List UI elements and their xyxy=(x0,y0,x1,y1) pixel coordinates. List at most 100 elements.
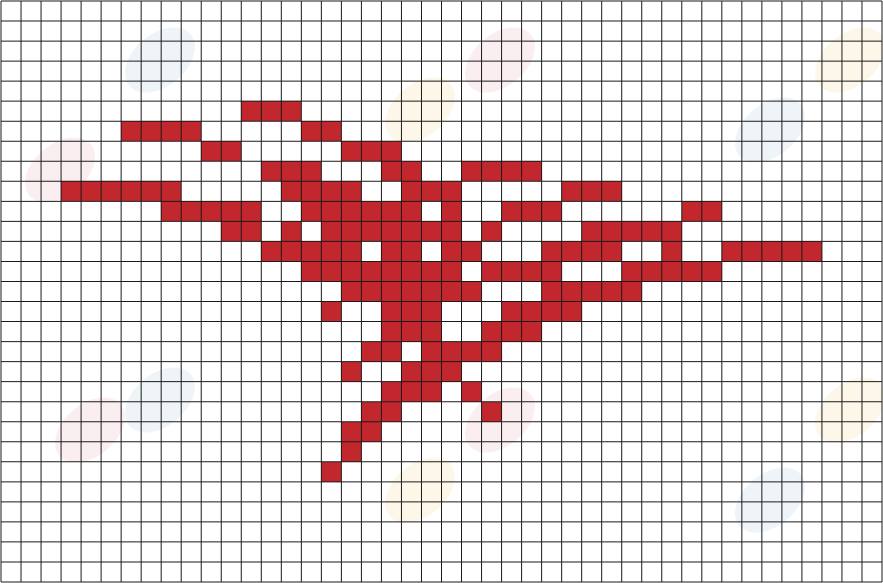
watermark-blob xyxy=(55,397,125,463)
filled-cell xyxy=(261,101,282,122)
filled-cell xyxy=(121,181,142,202)
filled-cell xyxy=(601,241,622,262)
filled-cell xyxy=(401,221,422,242)
filled-cell xyxy=(501,261,522,282)
filled-cell xyxy=(301,261,322,282)
filled-cell xyxy=(281,241,302,262)
filled-cell xyxy=(601,181,622,202)
filled-cell xyxy=(401,201,422,222)
filled-cell xyxy=(281,181,302,202)
filled-cell xyxy=(101,181,122,202)
filled-cell xyxy=(381,381,402,402)
filled-cell xyxy=(441,181,462,202)
filled-cell xyxy=(381,241,402,262)
filled-cell xyxy=(441,201,462,222)
filled-cell xyxy=(361,261,382,282)
filled-cell xyxy=(321,461,342,482)
watermark-blob xyxy=(465,27,535,93)
filled-cell xyxy=(701,201,722,222)
filled-cell xyxy=(241,201,262,222)
filled-cell xyxy=(581,241,602,262)
filled-cell xyxy=(321,201,342,222)
filled-cell xyxy=(381,401,402,422)
filled-cell xyxy=(581,221,602,242)
filled-cell xyxy=(461,281,482,302)
filled-cell xyxy=(661,221,682,242)
filled-cell xyxy=(401,161,422,182)
filled-cell xyxy=(421,261,442,282)
filled-cell xyxy=(321,221,342,242)
filled-cell xyxy=(301,201,322,222)
filled-cell xyxy=(441,341,462,362)
filled-cell xyxy=(421,281,442,302)
filled-cell xyxy=(481,221,502,242)
filled-cell xyxy=(441,281,462,302)
watermark-blob xyxy=(815,377,883,443)
watermark-blob xyxy=(735,467,805,533)
filled-cell xyxy=(221,141,242,162)
filled-cell xyxy=(261,161,282,182)
filled-cell xyxy=(421,381,442,402)
filled-cell xyxy=(361,141,382,162)
filled-cell xyxy=(421,301,442,322)
filled-cell xyxy=(741,241,762,262)
filled-cell xyxy=(381,201,402,222)
watermark-blob xyxy=(385,77,455,143)
filled-cell xyxy=(521,261,542,282)
filled-cell xyxy=(321,261,342,282)
filled-cell xyxy=(381,321,402,342)
watermark-blob xyxy=(815,27,883,93)
filled-cell xyxy=(321,121,342,142)
filled-cell xyxy=(401,381,422,402)
filled-cell xyxy=(501,201,522,222)
filled-cell xyxy=(121,121,142,142)
filled-cell xyxy=(301,181,322,202)
filled-cell xyxy=(601,281,622,302)
filled-cell xyxy=(421,321,442,342)
filled-cell xyxy=(241,101,262,122)
filled-cell xyxy=(81,181,102,202)
filled-cell xyxy=(461,341,482,362)
filled-cell xyxy=(501,321,522,342)
filled-cell xyxy=(521,201,542,222)
filled-cell xyxy=(301,161,322,182)
filled-cell xyxy=(561,181,582,202)
filled-cell xyxy=(161,201,182,222)
filled-cell xyxy=(641,261,662,282)
filled-cell xyxy=(281,161,302,182)
filled-cell xyxy=(381,301,402,322)
filled-cell xyxy=(561,241,582,262)
filled-cell xyxy=(361,421,382,442)
filled-cell xyxy=(681,201,702,222)
filled-cell xyxy=(341,201,362,222)
filled-cell xyxy=(721,241,742,262)
filled-cell xyxy=(161,181,182,202)
filled-cell xyxy=(341,441,362,462)
filled-cell xyxy=(341,181,362,202)
filled-cell xyxy=(341,361,362,382)
filled-cell xyxy=(421,181,442,202)
filled-cell xyxy=(441,361,462,382)
filled-cell xyxy=(341,281,362,302)
filled-cell xyxy=(141,121,162,142)
filled-cell xyxy=(381,341,402,362)
filled-cell xyxy=(541,261,562,282)
filled-cell xyxy=(321,181,342,202)
filled-cell xyxy=(541,301,562,322)
filled-cell xyxy=(141,181,162,202)
filled-cell xyxy=(541,281,562,302)
filled-cell xyxy=(501,161,522,182)
watermark-blob xyxy=(125,27,195,93)
filled-cell xyxy=(361,221,382,242)
filled-cell xyxy=(441,221,462,242)
filled-cell xyxy=(581,281,602,302)
filled-cell xyxy=(681,261,702,282)
filled-cell xyxy=(441,261,462,282)
filled-cell xyxy=(241,221,262,242)
filled-cell xyxy=(261,241,282,262)
filled-cell xyxy=(481,401,502,422)
watermark-blob xyxy=(25,137,95,203)
filled-cell xyxy=(181,121,202,142)
